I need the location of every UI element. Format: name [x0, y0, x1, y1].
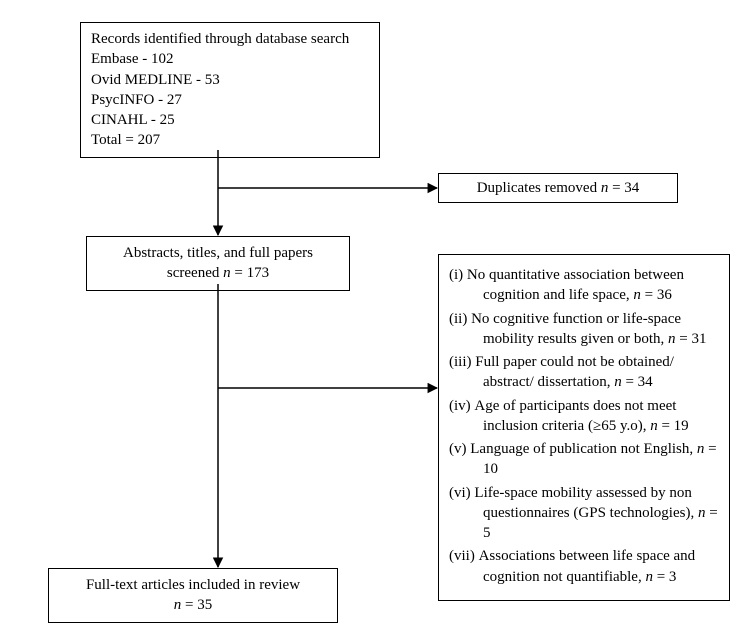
- screened-line-2: screened n = 173: [97, 263, 339, 283]
- records-line-2: Ovid MEDLINE - 53: [91, 70, 369, 90]
- records-line-3: PsycINFO - 27: [91, 90, 369, 110]
- duplicates-label-post: = 34: [608, 180, 639, 196]
- exclusion-item-1: (i) No quantitative association between …: [449, 265, 721, 306]
- exclusion-item-6: (vi) Life-space mobility assessed by non…: [449, 483, 721, 544]
- exclusion-item-3: (iii) Full paper could not be obtained/ …: [449, 352, 721, 393]
- duplicates-box: Duplicates removed n = 34: [438, 173, 678, 203]
- exclusion-item-7: (vii) Associations between life space an…: [449, 546, 721, 587]
- records-line-1: Embase - 102: [91, 49, 369, 69]
- exclusion-item-5: (v) Language of publication not English,…: [449, 439, 721, 480]
- screened-box: Abstracts, titles, and full papers scree…: [86, 236, 350, 291]
- exclusion-item-4: (iv) Age of participants does not meet i…: [449, 396, 721, 437]
- exclusions-list: (i) No quantitative association between …: [449, 265, 721, 587]
- included-box: Full-text articles included in review n …: [48, 568, 338, 623]
- exclusion-item-2: (ii) No cognitive function or life-space…: [449, 309, 721, 350]
- screened-line-1: Abstracts, titles, and full papers: [97, 243, 339, 263]
- included-line-1: Full-text articles included in review: [59, 575, 327, 595]
- duplicates-label-pre: Duplicates removed: [477, 180, 601, 196]
- records-line-4: CINAHL - 25: [91, 110, 369, 130]
- exclusions-box: (i) No quantitative association between …: [438, 254, 730, 601]
- included-line-2: n = 35: [59, 595, 327, 615]
- records-line-5: Total = 207: [91, 130, 369, 150]
- records-heading: Records identified through database sear…: [91, 29, 369, 49]
- records-box: Records identified through database sear…: [80, 22, 380, 158]
